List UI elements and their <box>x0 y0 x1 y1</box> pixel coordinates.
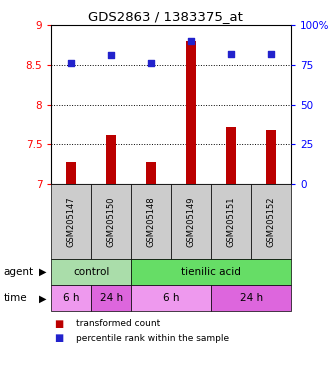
Bar <box>171 184 211 259</box>
Text: tienilic acid: tienilic acid <box>181 267 241 277</box>
Text: 6 h: 6 h <box>163 293 179 303</box>
Text: GSM205150: GSM205150 <box>107 197 116 247</box>
Text: agent: agent <box>3 267 33 277</box>
Bar <box>226 127 236 184</box>
Text: 24 h: 24 h <box>100 293 123 303</box>
Bar <box>91 285 131 311</box>
Text: ▶: ▶ <box>39 293 47 303</box>
Text: GSM205152: GSM205152 <box>267 197 276 247</box>
Text: ▶: ▶ <box>39 267 47 277</box>
Bar <box>51 184 91 259</box>
Point <box>69 60 74 66</box>
Text: percentile rank within the sample: percentile rank within the sample <box>76 334 229 343</box>
Text: control: control <box>73 267 110 277</box>
Bar <box>266 130 276 184</box>
Text: GDS2863 / 1383375_at: GDS2863 / 1383375_at <box>88 10 243 23</box>
Bar <box>251 184 291 259</box>
Point <box>229 51 234 57</box>
Text: transformed count: transformed count <box>76 319 161 328</box>
Text: 24 h: 24 h <box>240 293 263 303</box>
Text: ■: ■ <box>55 319 64 329</box>
Point <box>149 60 154 66</box>
Bar <box>91 184 131 259</box>
Text: GSM205148: GSM205148 <box>147 197 156 247</box>
Bar <box>51 259 131 285</box>
Text: GSM205149: GSM205149 <box>187 197 196 247</box>
Point <box>189 38 194 44</box>
Bar <box>146 162 156 184</box>
Text: 6 h: 6 h <box>63 293 79 303</box>
Point <box>109 52 114 58</box>
Text: ■: ■ <box>55 333 64 343</box>
Bar <box>106 135 116 184</box>
Bar <box>186 41 196 184</box>
Bar <box>211 285 291 311</box>
Point <box>269 51 274 57</box>
Text: time: time <box>3 293 27 303</box>
Bar <box>51 285 91 311</box>
Bar <box>131 285 211 311</box>
Bar <box>211 184 251 259</box>
Bar <box>131 259 291 285</box>
Bar <box>66 162 76 184</box>
Text: GSM205151: GSM205151 <box>227 197 236 247</box>
Bar <box>131 184 171 259</box>
Text: GSM205147: GSM205147 <box>67 197 76 247</box>
